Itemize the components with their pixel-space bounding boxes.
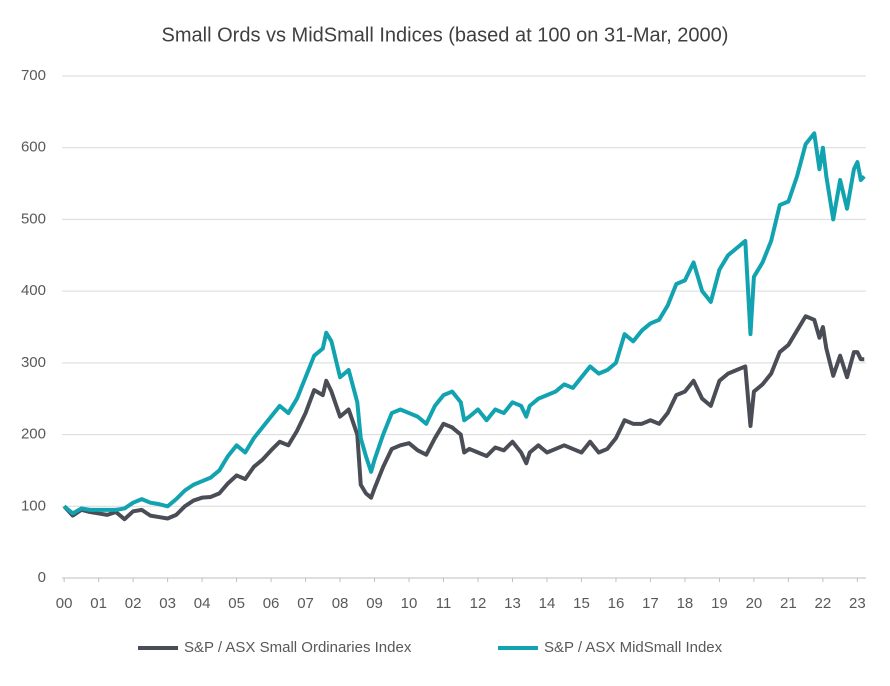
x-tick-label: 01 xyxy=(90,595,107,612)
y-tick-label: 100 xyxy=(21,497,46,514)
legend-label: S&P / ASX MidSmall Index xyxy=(544,639,723,656)
x-tick-label: 04 xyxy=(194,595,211,612)
x-tick-label: 17 xyxy=(642,595,659,612)
x-tick-label: 09 xyxy=(366,595,383,612)
legend-label: S&P / ASX Small Ordinaries Index xyxy=(184,639,412,656)
x-tick-label: 20 xyxy=(746,595,763,612)
y-tick-label: 700 xyxy=(21,67,46,84)
y-tick-label: 200 xyxy=(21,426,46,443)
x-tick-label: 06 xyxy=(263,595,280,612)
x-tick-label: 18 xyxy=(677,595,694,612)
x-tick-label: 11 xyxy=(436,595,452,612)
chart-title: Small Ords vs MidSmall Indices (based at… xyxy=(162,24,729,46)
x-tick-label: 21 xyxy=(780,595,797,612)
x-tick-label: 23 xyxy=(849,595,866,612)
x-tick-label: 14 xyxy=(539,595,556,612)
y-tick-label: 400 xyxy=(21,282,46,299)
y-tick-label: 0 xyxy=(38,569,46,586)
series-line xyxy=(62,314,865,522)
x-tick-label: 19 xyxy=(711,595,728,612)
x-tick-label: 15 xyxy=(573,595,590,612)
y-tick-label: 500 xyxy=(21,210,46,227)
y-tick-label: 300 xyxy=(21,354,46,371)
x-tick-label: 02 xyxy=(125,595,142,612)
series-line xyxy=(62,131,866,516)
x-tick-label: 12 xyxy=(470,595,487,612)
y-tick-label: 600 xyxy=(21,139,46,156)
x-tick-label: 00 xyxy=(56,595,73,612)
x-tick-label: 03 xyxy=(159,595,176,612)
x-tick-label: 07 xyxy=(297,595,314,612)
x-tick-label: 22 xyxy=(815,595,832,612)
x-tick-label: 08 xyxy=(332,595,349,612)
x-tick-label: 10 xyxy=(401,595,418,612)
x-tick-label: 13 xyxy=(504,595,521,612)
x-tick-label: 05 xyxy=(228,595,245,612)
x-tick-label: 16 xyxy=(608,595,625,612)
